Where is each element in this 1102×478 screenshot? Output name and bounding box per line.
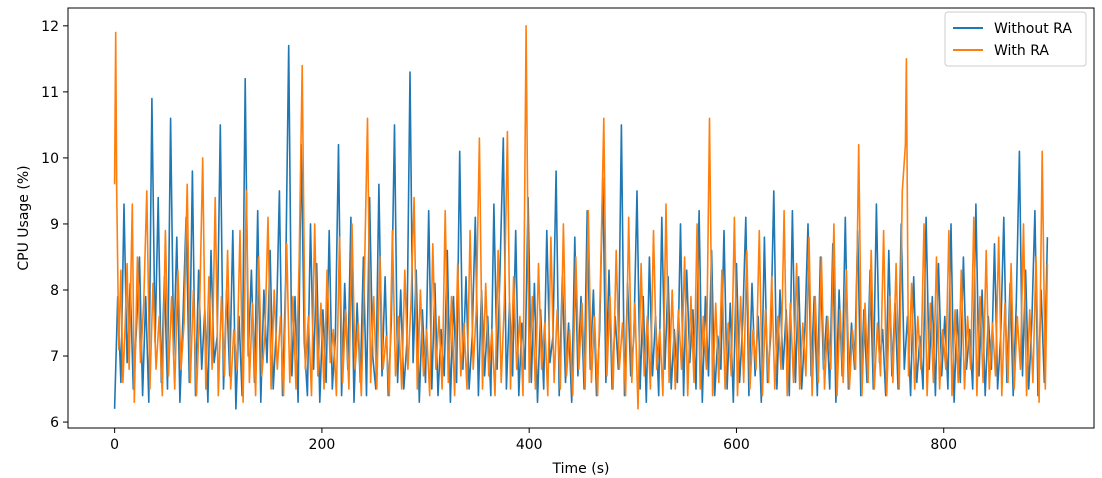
x-axis-label: Time (s) — [552, 461, 610, 477]
legend-label-without-ra: Without RA — [994, 21, 1072, 37]
y-tick-label: 10 — [41, 151, 59, 167]
y-axis: 6 7 8 9 10 11 12 — [41, 19, 68, 431]
y-tick-label: 6 — [50, 415, 59, 431]
x-tick-label: 200 — [309, 437, 336, 453]
legend-label-with-ra: With RA — [994, 43, 1049, 59]
y-tick-label: 7 — [50, 349, 59, 365]
y-axis-label: CPU Usage (%) — [16, 165, 32, 270]
y-tick-label: 8 — [50, 283, 59, 299]
y-tick-label: 9 — [50, 217, 59, 233]
series-layer — [113, 24, 1049, 410]
plot-frame — [67, 7, 1095, 429]
y-tick-label: 11 — [41, 85, 59, 101]
legend: Without RA With RA — [944, 11, 1087, 67]
x-tick-label: 600 — [723, 437, 750, 453]
x-tick-label: 0 — [110, 437, 119, 453]
legend-box — [944, 11, 1087, 67]
y-tick-label: 12 — [41, 19, 59, 35]
x-axis: 0 200 400 600 800 — [110, 428, 957, 453]
series-line-with-ra — [113, 24, 1049, 410]
x-tick-label: 400 — [516, 437, 543, 453]
x-tick-label: 800 — [930, 437, 957, 453]
